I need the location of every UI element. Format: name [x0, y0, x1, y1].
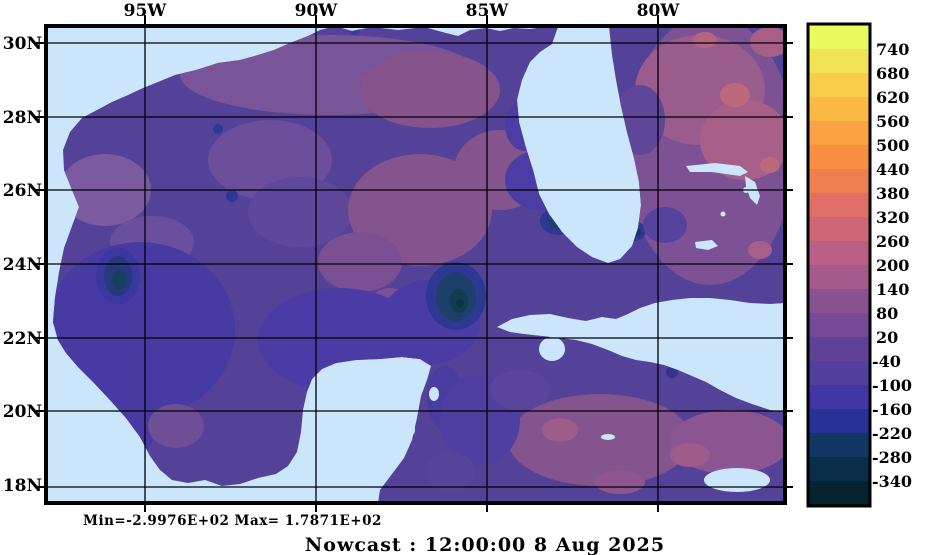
lat-label: 18N: [3, 476, 42, 496]
colorbar-tick: 380: [876, 184, 909, 203]
land-grand-bahama: [686, 163, 748, 176]
colorbar-tick: -340: [872, 472, 912, 491]
land-andros: [695, 240, 718, 250]
colorbar-tick: 620: [876, 88, 909, 107]
axis-labels: 95W 90W 85W 80W 30N 28N 26N 24N 22N 20N …: [3, 1, 680, 496]
land-grand-cayman: [601, 434, 615, 440]
colorbar-tick: -100: [872, 376, 912, 395]
land-cuba: [497, 298, 785, 412]
colorbar-tick: 500: [876, 136, 909, 155]
timestamp-text: Nowcast : 12:00:00 8 Aug 2025: [305, 534, 665, 555]
lat-label: 28N: [3, 108, 42, 128]
lat-label: 20N: [3, 402, 42, 422]
field-patches: [53, 26, 785, 494]
lon-label: 95W: [124, 1, 168, 21]
colorbar: 740 680 620 560 500 440 380 320 260 200 …: [806, 22, 912, 508]
colorbar-blocks: [809, 25, 869, 505]
lon-label: 80W: [637, 1, 681, 21]
colorbar-tick: 740: [876, 40, 909, 59]
colorbar-tick: 320: [876, 208, 909, 227]
land-isle-of-youth: [539, 337, 565, 361]
colorbar-tick: 680: [876, 64, 909, 83]
land-cay: [720, 211, 726, 217]
colorbar-tick: -220: [872, 424, 912, 443]
graticule: [46, 26, 785, 503]
lon-label: 90W: [295, 1, 339, 21]
colorbar-tick: 560: [876, 112, 909, 131]
colorbar-tick: -40: [872, 352, 901, 371]
colorbar-tick: -160: [872, 400, 912, 419]
lon-label: 85W: [466, 1, 510, 21]
land-cozumel: [429, 387, 439, 401]
land-islands: [409, 163, 785, 492]
land-cay: [409, 425, 415, 435]
colorbar-tick: 440: [876, 160, 909, 179]
lat-label: 26N: [3, 181, 42, 201]
lat-label: 22N: [3, 329, 42, 349]
colorbar-tick: 140: [876, 280, 909, 299]
lat-label: 30N: [3, 34, 42, 54]
colorbar-frame: [806, 22, 872, 508]
colorbar-labels: 740 680 620 560 500 440 380 320 260 200 …: [872, 40, 912, 491]
lat-label: 24N: [3, 255, 42, 275]
colorbar-tick: 260: [876, 232, 909, 251]
colorbar-tick: 200: [876, 256, 909, 275]
colorbar-tick: 20: [876, 328, 898, 347]
colorbar-tick: -280: [872, 448, 912, 467]
land-jamaica: [704, 468, 770, 492]
colorbar-tick: 80: [876, 304, 898, 323]
minmax-stats-text: Min=-2.9976E+02 Max= 1.7871E+02: [83, 513, 382, 529]
map-frame: [44, 24, 787, 505]
